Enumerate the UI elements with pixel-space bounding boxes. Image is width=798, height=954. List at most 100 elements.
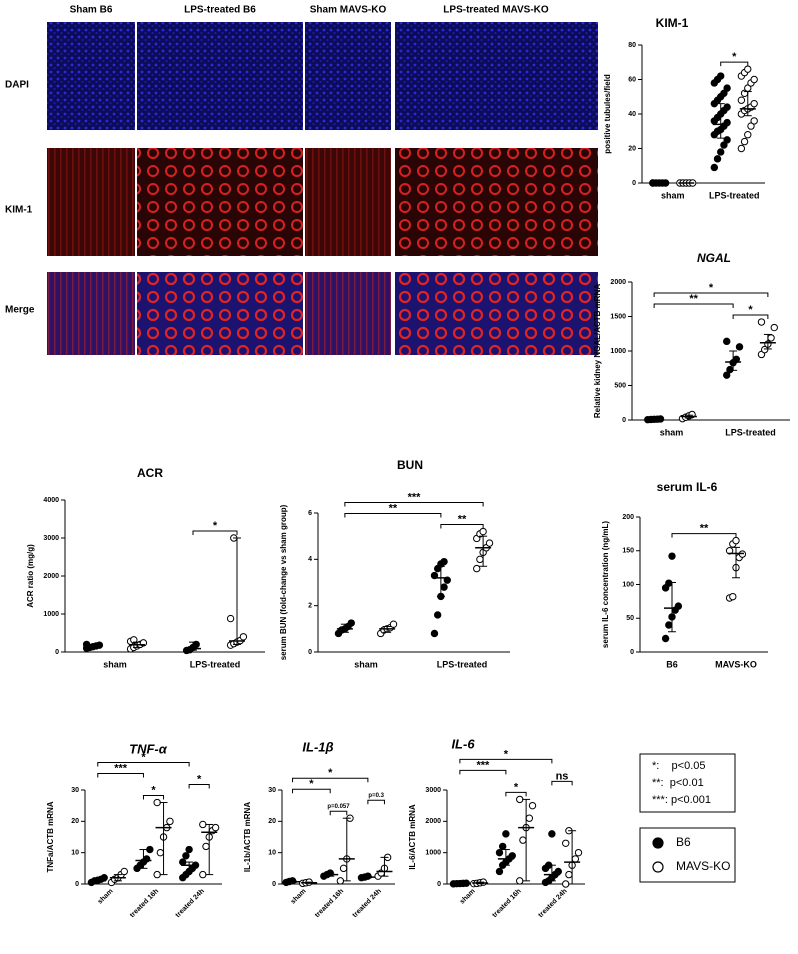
- y-tick-label: 0: [272, 881, 276, 888]
- x-tick-label: sham: [660, 427, 684, 437]
- x-tick-label: treated 24h: [175, 888, 206, 919]
- data-point: [740, 137, 749, 146]
- chart: TNF-α TNFa/ACTB mRNA 0 10 20 30 sham treated 16…: [46, 741, 222, 919]
- y-tick-label: 10: [71, 850, 79, 857]
- y-tick-label: 0: [75, 881, 79, 888]
- legend-text: **: p<0.01: [652, 777, 704, 789]
- y-tick-label: 60: [628, 76, 636, 83]
- data-point: [528, 801, 537, 810]
- significance-bracket: [97, 773, 144, 778]
- data-point: [516, 877, 524, 885]
- significance-label: p=0.057: [327, 804, 350, 810]
- y-tick-label: 2000: [425, 818, 441, 825]
- data-point: [661, 634, 670, 643]
- y-axis-label: ACR ratio (mg/g): [26, 544, 35, 608]
- data-point: [153, 798, 161, 807]
- legend-text: *: p<0.05: [652, 760, 706, 772]
- data-point: [665, 621, 673, 629]
- legend-box: [639, 827, 736, 883]
- y-tick-label: 4000: [43, 497, 59, 504]
- data-point: [430, 629, 439, 638]
- x-tick-label: LPS-treated: [437, 659, 488, 669]
- data-point: [726, 365, 734, 374]
- data-point: [710, 163, 719, 172]
- significance-label: p=0.3: [368, 793, 384, 799]
- significance-bracket: [440, 524, 484, 529]
- row-label: DAPI: [5, 80, 29, 91]
- data-point: [199, 870, 207, 879]
- significance-bracket: [344, 502, 484, 507]
- significance-bracket: [505, 791, 527, 797]
- x-tick-label: sham: [290, 888, 308, 906]
- chart-title: ACR: [137, 466, 163, 480]
- image: [395, 148, 598, 256]
- x-tick-label: treated 16h: [129, 888, 160, 919]
- x-tick-label: sham: [354, 659, 378, 669]
- y-axis-label: Relative kidney NGAL/ACTB mRNA: [593, 284, 602, 418]
- image: [305, 148, 391, 256]
- data-point: [571, 855, 580, 863]
- y-tick-label: 20: [268, 818, 276, 825]
- significance-bracket: [292, 777, 369, 783]
- data-point: [130, 636, 138, 644]
- data-point: [95, 641, 104, 649]
- significance-label: ***: [114, 762, 128, 774]
- significance-bracket: [459, 769, 507, 775]
- y-tick-label: 30: [268, 787, 276, 794]
- data-point: [732, 536, 740, 545]
- chart-title: BUN: [397, 458, 423, 472]
- data-point: [485, 539, 494, 547]
- data-point: [717, 72, 725, 80]
- data-point: [476, 555, 484, 564]
- significance-bracket: [292, 788, 331, 794]
- data-point: [156, 848, 165, 857]
- y-tick-label: 20: [71, 818, 79, 825]
- significance-bracket: [732, 314, 769, 320]
- y-tick-label: 20: [628, 145, 636, 152]
- y-tick-label: 3000: [43, 535, 59, 542]
- y-axis-label: positive tubules/field: [603, 74, 612, 154]
- y-tick-label: 3000: [425, 787, 441, 794]
- data-point: [347, 619, 355, 627]
- data-point: [389, 620, 398, 628]
- y-tick-label: 2: [308, 603, 312, 610]
- significance-label: *: [709, 282, 714, 294]
- data-point: [723, 103, 731, 111]
- y-tick-label: 1500: [610, 313, 626, 320]
- significance-bracket: [653, 292, 769, 298]
- data-point: [525, 814, 534, 822]
- data-point: [562, 880, 570, 888]
- data-point: [750, 75, 758, 84]
- significance-bracket: [142, 795, 165, 800]
- y-tick-label: 1000: [425, 850, 441, 857]
- data-point: [508, 852, 516, 860]
- significance-bracket: [459, 758, 553, 764]
- significance-bracket: [653, 303, 734, 309]
- y-tick-label: 4: [308, 556, 312, 563]
- data-point: [519, 836, 527, 844]
- data-point: [473, 564, 481, 573]
- image: [137, 148, 303, 256]
- x-tick-label: MAVS-KO: [715, 659, 757, 669]
- chart: serum IL-6 serum IL-6 concentration (ng/m…: [601, 480, 768, 669]
- image: [305, 272, 391, 355]
- significance-label: *: [504, 748, 509, 760]
- significance-bracket: [671, 533, 737, 538]
- legend-label: MAVS-KO: [676, 859, 730, 873]
- chart: IL-6 IL-6/ACTB mRNA 0 1000 2000 3000 sham treat…: [408, 736, 585, 919]
- data-point: [433, 611, 442, 619]
- y-tick-label: 50: [626, 615, 634, 622]
- data-point: [548, 830, 556, 838]
- y-tick-label: 200: [622, 514, 634, 521]
- x-tick-label: sham: [459, 888, 477, 906]
- data-point: [100, 874, 108, 882]
- data-point: [179, 858, 187, 866]
- y-tick-label: 30: [71, 787, 79, 794]
- data-point: [495, 867, 504, 876]
- chart-title: KIM-1: [656, 16, 689, 30]
- data-point: [744, 65, 752, 73]
- legend-label: B6: [676, 835, 691, 849]
- series-legend: B6 MAVS-KO: [639, 827, 736, 883]
- chart: IL-1β IL-1b/ACTB mRNA 0 10 20 30 sham treated 1…: [243, 739, 395, 919]
